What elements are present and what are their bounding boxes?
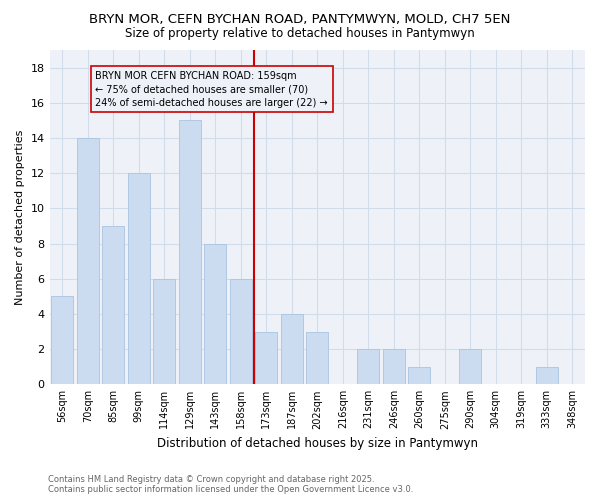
Bar	[460, 349, 481, 384]
Bar	[409, 366, 430, 384]
Bar	[358, 349, 379, 384]
Bar	[256, 332, 277, 384]
Bar	[307, 332, 328, 384]
Bar	[154, 278, 175, 384]
Bar	[383, 349, 404, 384]
Bar	[536, 366, 557, 384]
Bar	[103, 226, 124, 384]
Text: Size of property relative to detached houses in Pantymwyn: Size of property relative to detached ho…	[125, 28, 475, 40]
Text: Contains HM Land Registry data © Crown copyright and database right 2025.
Contai: Contains HM Land Registry data © Crown c…	[48, 474, 413, 494]
Bar	[128, 173, 149, 384]
Y-axis label: Number of detached properties: Number of detached properties	[15, 130, 25, 305]
Bar	[230, 278, 251, 384]
Text: BRYN MOR CEFN BYCHAN ROAD: 159sqm
← 75% of detached houses are smaller (70)
24% : BRYN MOR CEFN BYCHAN ROAD: 159sqm ← 75% …	[95, 71, 328, 108]
Text: BRYN MOR, CEFN BYCHAN ROAD, PANTYMWYN, MOLD, CH7 5EN: BRYN MOR, CEFN BYCHAN ROAD, PANTYMWYN, M…	[89, 12, 511, 26]
Bar	[281, 314, 302, 384]
Bar	[52, 296, 73, 384]
Bar	[205, 244, 226, 384]
Bar	[77, 138, 98, 384]
Bar	[179, 120, 200, 384]
X-axis label: Distribution of detached houses by size in Pantymwyn: Distribution of detached houses by size …	[157, 437, 478, 450]
